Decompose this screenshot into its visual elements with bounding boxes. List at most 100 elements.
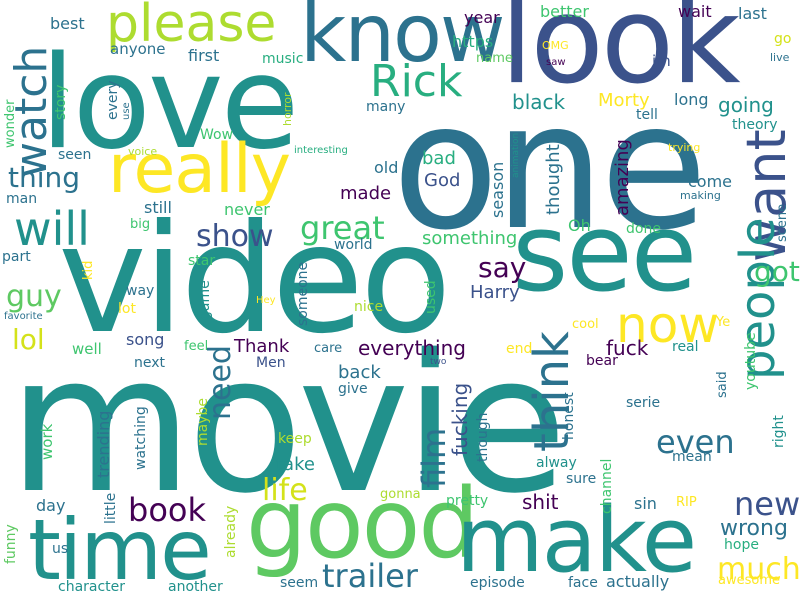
word-great: great: [300, 209, 385, 247]
word-seen: seen: [58, 147, 92, 163]
word-many: many: [366, 99, 406, 115]
word-something: something: [422, 228, 518, 249]
word-part: part: [2, 249, 31, 265]
word-character: character: [58, 579, 126, 595]
word-movie: movie: [8, 314, 567, 535]
word-book: book: [128, 491, 206, 529]
word-someone: someone: [295, 261, 311, 326]
word-music: music: [262, 51, 304, 67]
word-make: make: [456, 488, 697, 593]
word-channel: channel: [599, 458, 615, 514]
word-bad: bad: [422, 148, 456, 169]
word-right: right: [771, 415, 787, 448]
word-shit: shit: [522, 490, 559, 514]
word-watching: watching: [133, 406, 149, 470]
word-best: best: [50, 14, 85, 33]
word-favorite: favorite: [4, 311, 43, 322]
word-song: song: [126, 330, 165, 349]
word-scene: scene: [775, 203, 790, 242]
word-well: well: [72, 340, 102, 358]
word-God: God: [424, 170, 461, 191]
word-already: already: [223, 505, 239, 558]
word-come: come: [688, 172, 733, 191]
word-take: take: [276, 454, 315, 475]
word-trailer: trailer: [322, 557, 418, 595]
word-OMG: OMG: [542, 39, 569, 52]
word-still: still: [144, 198, 172, 217]
word-bear: bear: [586, 353, 618, 369]
word-wonder: wonder: [3, 99, 18, 148]
word-going: going: [718, 93, 774, 117]
word-tell: tell: [636, 107, 658, 123]
word-youtube: youtube: [743, 332, 759, 390]
word-give: give: [338, 381, 368, 397]
word-though: though: [475, 412, 491, 462]
word-Ye: Ye: [716, 315, 731, 330]
word-honest: honest: [561, 392, 577, 440]
word-guy: guy: [6, 279, 62, 314]
word-alway: alway: [536, 455, 577, 471]
word-see: see: [512, 191, 697, 316]
word-say: say: [478, 251, 527, 284]
word-real: real: [672, 339, 699, 355]
word-thought: thought: [543, 144, 564, 215]
word-back: back: [338, 362, 381, 383]
word-everything: everything: [358, 336, 466, 360]
word-anyone: anyone: [110, 40, 166, 58]
word-lot: lot: [118, 301, 136, 317]
word-mean: mean: [672, 449, 712, 465]
word-will: will: [14, 202, 90, 256]
word-show: show: [196, 219, 274, 254]
word-thing: thing: [8, 161, 81, 194]
word-trying: trying: [668, 141, 701, 154]
word-lol: lol: [12, 323, 45, 356]
word-big: big: [130, 217, 151, 232]
word-RIP: RIP: [676, 495, 697, 510]
word-face: face: [568, 575, 598, 591]
word-every: every: [105, 80, 121, 120]
word-funny: funny: [3, 524, 19, 564]
word-game: game: [197, 280, 213, 320]
word-end: end: [506, 341, 533, 357]
word-name: name: [476, 51, 513, 66]
word-even: even: [656, 423, 735, 461]
word-story: story: [53, 84, 69, 120]
word-serie: serie: [626, 395, 661, 411]
word-year: year: [464, 8, 500, 27]
word-two: two: [430, 357, 447, 367]
word-episode: episode: [470, 575, 525, 591]
word-live: live: [770, 51, 790, 64]
word-first: first: [188, 46, 220, 65]
word-look: look: [500, 0, 741, 111]
word-really: really: [108, 130, 291, 209]
word-Harry: Harry: [470, 282, 520, 303]
word-gonna: gonna: [380, 487, 421, 502]
word-trending: trending: [94, 410, 113, 478]
word-fucking: fucking: [448, 382, 472, 456]
word-interesting: interesting: [294, 145, 348, 156]
word-now: now: [616, 296, 720, 354]
word-film: film: [415, 427, 453, 488]
word-Wow: Wow: [200, 127, 234, 143]
word-work: work: [38, 423, 56, 460]
word-Men: Men: [256, 355, 286, 371]
word-wait: wait: [678, 2, 712, 21]
word-pretty: pretty: [446, 493, 489, 509]
word-Hey: Hey: [256, 295, 276, 306]
word-long: long: [674, 90, 709, 109]
word-day: day: [36, 496, 66, 515]
word-old: old: [374, 158, 399, 177]
word-saw: saw: [546, 57, 566, 68]
word-time: time: [28, 501, 212, 599]
word-life: life: [262, 473, 308, 508]
word-never: never: [224, 200, 270, 219]
word-video: video: [58, 193, 452, 367]
word-hope: hope: [724, 537, 759, 553]
word-Thank: Thank: [234, 336, 290, 357]
word-cool: cool: [572, 317, 599, 332]
word-star: star: [188, 253, 216, 269]
word-love: love: [40, 29, 299, 178]
word-horror: horror: [281, 92, 294, 126]
word-way: way: [126, 283, 155, 299]
